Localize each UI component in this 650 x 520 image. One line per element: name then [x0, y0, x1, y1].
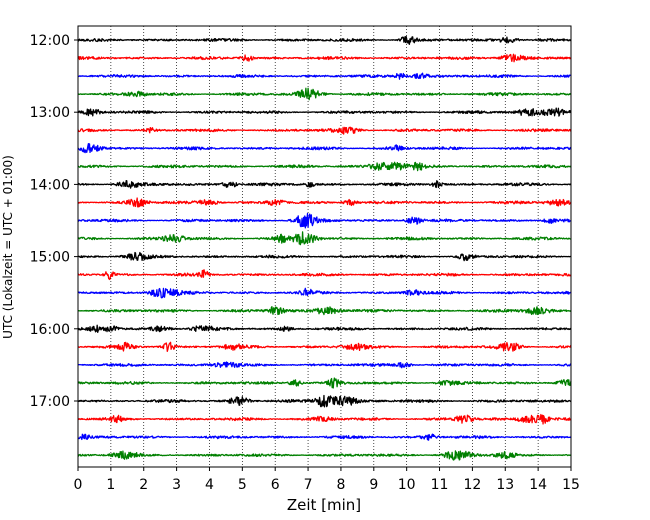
- x-tick-label-0: 0: [74, 477, 83, 493]
- x-tick-label-3: 3: [172, 477, 181, 493]
- y-axis-ticks: 12:00 13:00 14:00 15:00 16:00 17:00: [30, 33, 78, 410]
- x-tick-label-9: 9: [369, 477, 378, 493]
- trace-4: [77, 107, 572, 117]
- x-tick-label-11: 11: [431, 477, 449, 493]
- trace-17: [77, 341, 572, 353]
- trace-0: [77, 35, 572, 45]
- trace-group: [77, 35, 572, 461]
- x-tick-label-6: 6: [271, 477, 280, 493]
- trace-23: [77, 450, 572, 461]
- trace-19: [77, 377, 572, 389]
- trace-8: [77, 180, 572, 189]
- trace-6: [77, 142, 572, 154]
- y-tick-label-3: 15:00: [30, 250, 70, 266]
- x-tick-label-7: 7: [304, 477, 313, 493]
- x-tick-label-13: 13: [496, 477, 514, 493]
- y-tick-label-4: 16:00: [30, 322, 70, 338]
- x-tick-label-1: 1: [106, 477, 115, 493]
- y-tick-label-1: 13:00: [30, 105, 70, 121]
- x-tick-label-2: 2: [139, 477, 148, 493]
- trace-10: [77, 212, 572, 229]
- trace-5: [77, 126, 572, 135]
- x-tick-label-5: 5: [238, 477, 247, 493]
- trace-15: [77, 306, 572, 316]
- x-tick-label-12: 12: [463, 477, 481, 493]
- trace-3: [77, 87, 572, 101]
- trace-7: [77, 161, 572, 172]
- trace-14: [77, 287, 572, 299]
- trace-12: [77, 251, 572, 262]
- trace-2: [77, 72, 572, 80]
- trace-9: [77, 197, 572, 208]
- trace-1: [77, 53, 572, 63]
- x-tick-label-14: 14: [529, 477, 547, 493]
- trace-21: [77, 413, 572, 425]
- trace-22: [77, 433, 572, 441]
- x-tick-label-4: 4: [205, 477, 214, 493]
- plot-frame: [77, 25, 572, 468]
- x-axis-ticks: 0 1 2 3 4 5 6 7 8 9 10 11 12 13 14 15: [74, 467, 580, 493]
- x-tick-label-10: 10: [398, 477, 416, 493]
- trace-18: [77, 361, 572, 369]
- trace-13: [77, 269, 572, 281]
- y-tick-label-5: 17:00: [30, 394, 70, 410]
- y-tick-label-0: 12:00: [30, 33, 70, 49]
- x-tick-label-8: 8: [336, 477, 345, 493]
- y-tick-label-2: 14:00: [30, 177, 70, 193]
- y-axis-label: UTC (Lokalzeit = UTC + 01:00): [1, 155, 15, 339]
- x-tick-label-15: 15: [562, 477, 580, 493]
- trace-16: [77, 324, 572, 333]
- x-axis-label: Zeit [min]: [287, 496, 361, 514]
- trace-20: [77, 394, 572, 408]
- trace-11: [77, 231, 572, 246]
